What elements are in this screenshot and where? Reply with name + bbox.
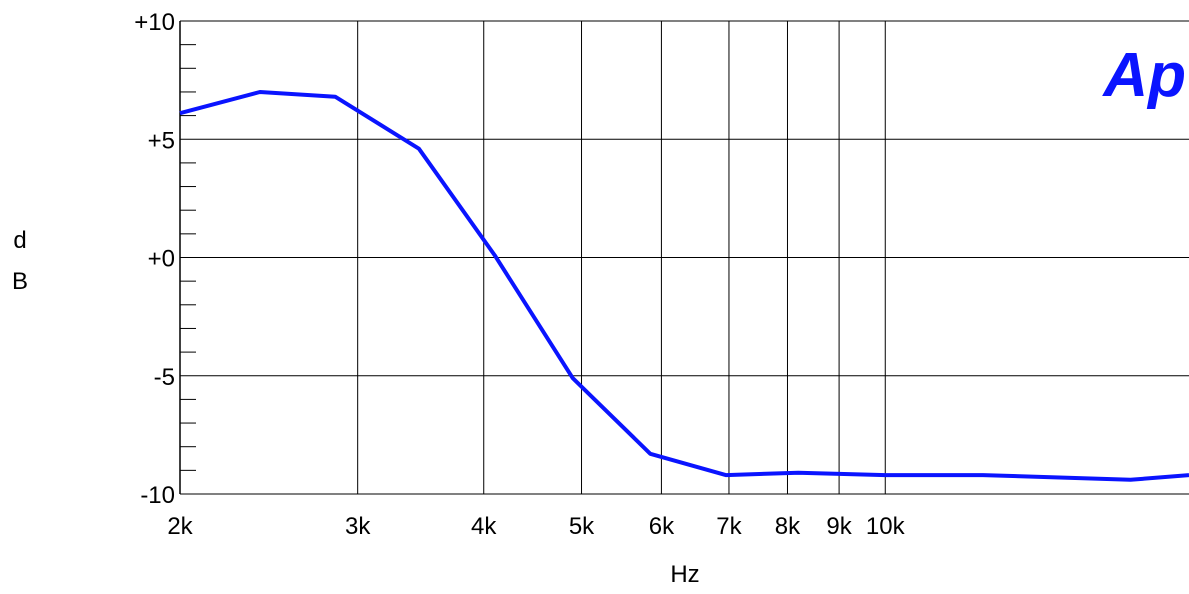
ap-logo: Ap (1101, 41, 1186, 110)
y-tick-labels: +10 +5 +0 -5 -10 (134, 9, 175, 509)
y-axis-label-char-1: d (13, 227, 26, 254)
x-tick-labels: 2k 3k 4k 5k 6k 7k 8k 9k 10k (167, 513, 905, 540)
y-axis-label-char-2: B (12, 268, 28, 295)
y-tick-label: +10 (134, 9, 175, 36)
y-tick-label: +0 (148, 246, 175, 273)
x-tick-label: 4k (471, 513, 497, 540)
x-axis-label: Hz (670, 561, 699, 588)
y-tick-label: +5 (148, 127, 175, 154)
series-group (179, 90, 1189, 482)
x-tick-label: 7k (716, 513, 742, 540)
y-tick-label: -10 (140, 482, 175, 509)
y-tick-label: -5 (154, 364, 175, 391)
x-tick-label: 3k (345, 513, 371, 540)
series-line-0 (179, 90, 1189, 482)
grid (179, 20, 1189, 495)
x-tick-label: 10k (866, 513, 906, 540)
x-tick-label: 2k (167, 513, 193, 540)
x-tick-label: 6k (649, 513, 675, 540)
x-tick-label: 9k (826, 513, 852, 540)
x-tick-label: 8k (775, 513, 801, 540)
x-tick-label: 5k (569, 513, 595, 540)
